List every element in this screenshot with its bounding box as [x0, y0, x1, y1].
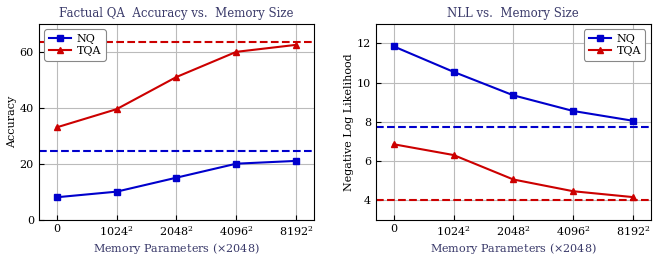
TQA	[510, 178, 517, 181]
NQ	[569, 109, 577, 113]
Y-axis label: Negative Log Likelihood: Negative Log Likelihood	[344, 53, 354, 191]
NQ	[232, 162, 240, 165]
TQA	[292, 43, 300, 47]
NQ	[53, 196, 61, 199]
Line: TQA: TQA	[390, 141, 636, 201]
NQ	[113, 190, 121, 193]
Y-axis label: Accuracy: Accuracy	[7, 96, 17, 148]
X-axis label: Memory Parameters ($\times$2048): Memory Parameters ($\times$2048)	[430, 241, 597, 256]
TQA	[172, 75, 180, 79]
Title: Factual QA  Accuracy vs.  Memory Size: Factual QA Accuracy vs. Memory Size	[59, 7, 294, 20]
NQ	[510, 94, 517, 97]
NQ	[172, 176, 180, 179]
TQA	[113, 108, 121, 111]
NQ	[449, 70, 457, 73]
TQA	[53, 126, 61, 129]
Title: NLL vs.  Memory Size: NLL vs. Memory Size	[447, 7, 579, 20]
Legend: NQ, TQA: NQ, TQA	[44, 29, 106, 60]
TQA	[569, 190, 577, 193]
Line: NQ: NQ	[391, 44, 636, 124]
TQA	[449, 153, 457, 156]
TQA	[390, 143, 398, 146]
TQA	[629, 195, 637, 199]
Legend: NQ, TQA: NQ, TQA	[584, 29, 645, 60]
NQ	[292, 159, 300, 163]
TQA	[232, 50, 240, 53]
NQ	[390, 45, 398, 48]
X-axis label: Memory Parameters ($\times$2048): Memory Parameters ($\times$2048)	[93, 241, 260, 256]
NQ	[629, 119, 637, 122]
Line: TQA: TQA	[53, 41, 300, 131]
Line: NQ: NQ	[54, 158, 299, 200]
